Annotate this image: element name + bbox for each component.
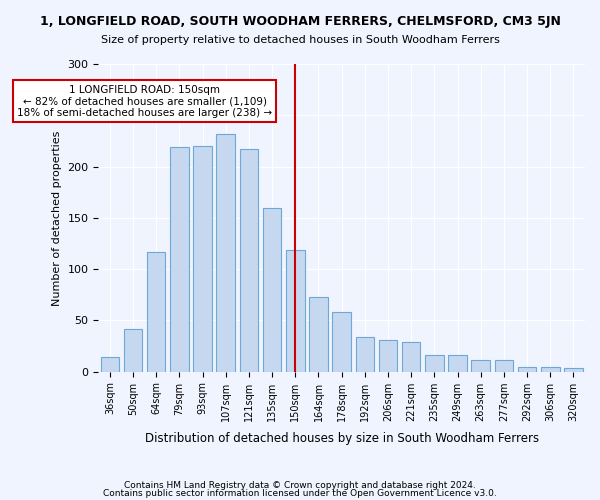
Bar xyxy=(263,208,281,372)
Bar xyxy=(170,147,188,372)
Bar xyxy=(472,360,490,372)
Bar xyxy=(448,356,467,372)
Text: 1, LONGFIELD ROAD, SOUTH WOODHAM FERRERS, CHELMSFORD, CM3 5JN: 1, LONGFIELD ROAD, SOUTH WOODHAM FERRERS… xyxy=(40,15,560,28)
Text: 1 LONGFIELD ROAD: 150sqm
← 82% of detached houses are smaller (1,109)
18% of sem: 1 LONGFIELD ROAD: 150sqm ← 82% of detach… xyxy=(17,84,272,117)
Bar xyxy=(356,337,374,372)
Text: Contains HM Land Registry data © Crown copyright and database right 2024.: Contains HM Land Registry data © Crown c… xyxy=(124,481,476,490)
Bar xyxy=(541,366,560,372)
Bar xyxy=(286,250,305,372)
Bar xyxy=(124,328,142,372)
Bar xyxy=(518,366,536,372)
Bar xyxy=(147,252,166,372)
Bar xyxy=(402,342,421,372)
Bar xyxy=(217,134,235,372)
Bar xyxy=(101,358,119,372)
Bar xyxy=(239,149,258,372)
Bar xyxy=(379,340,397,372)
Bar xyxy=(309,297,328,372)
Bar xyxy=(193,146,212,372)
Text: Contains public sector information licensed under the Open Government Licence v3: Contains public sector information licen… xyxy=(103,488,497,498)
Y-axis label: Number of detached properties: Number of detached properties xyxy=(52,130,62,306)
Bar xyxy=(425,356,443,372)
Bar xyxy=(564,368,583,372)
Bar xyxy=(332,312,351,372)
Text: Size of property relative to detached houses in South Woodham Ferrers: Size of property relative to detached ho… xyxy=(101,35,499,45)
Bar xyxy=(494,360,513,372)
X-axis label: Distribution of detached houses by size in South Woodham Ferrers: Distribution of detached houses by size … xyxy=(145,432,539,445)
